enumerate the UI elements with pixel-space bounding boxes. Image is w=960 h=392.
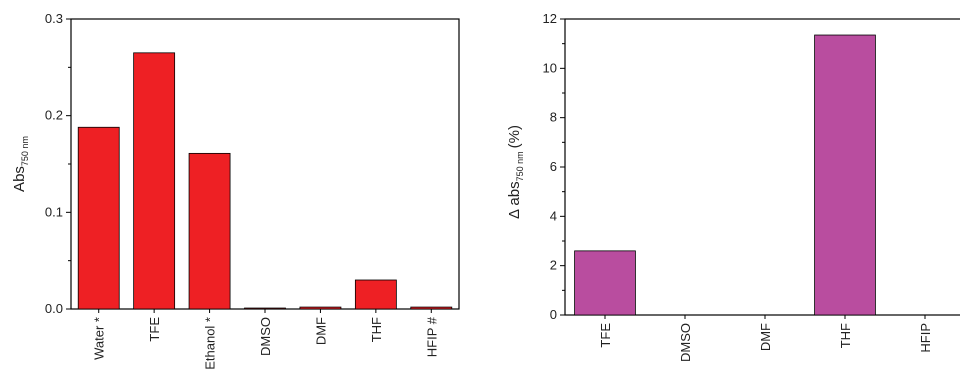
x-axis-left: Water * TFE Ethanol * DMSO DMF THF HFIP #: [92, 309, 439, 370]
x-axis-right: TFE DMSO DMF THF HFIP: [598, 315, 933, 362]
y-tick-label: 4: [550, 208, 557, 223]
y-axis-title-left: Abs750 nm: [11, 136, 30, 192]
bar: [188, 152, 231, 310]
y-tick-label: 0.0: [45, 301, 63, 316]
y-tick-label: 6: [550, 159, 557, 174]
y-axis-title-unit-right: (%): [506, 125, 523, 148]
x-tick-label: DMF: [758, 323, 773, 351]
plot-frame-left: [70, 18, 460, 310]
x-tick-label: HFIP #: [424, 316, 439, 357]
bar: [77, 126, 120, 310]
chart-right: 0 2 4 6 8 10 12 TFE DMSO DMF THF HFIP Δ abs750 nm (…: [506, 11, 960, 362]
y-tick-label: 0.1: [45, 204, 63, 219]
y-axis-title-sub-left: 750 nm: [20, 136, 30, 166]
x-tick-label: HFIP: [918, 323, 933, 353]
x-tick-label: Ethanol *: [203, 317, 218, 370]
bar: [299, 306, 342, 310]
y-tick-label: 8: [550, 110, 557, 125]
bars-left: [77, 52, 453, 310]
x-tick-label: THF: [838, 323, 853, 348]
x-tick-label: TFE: [147, 317, 162, 342]
bar: [574, 250, 636, 316]
bar: [354, 279, 397, 310]
x-tick-label: DMSO: [258, 317, 273, 356]
y-tick-label: 12: [543, 11, 557, 26]
y-axis-title-main-left: Abs: [11, 166, 28, 192]
y-tick-label: 10: [543, 60, 557, 75]
chart-left: 0.0 0.1 0.2 0.3 Water * TFE Ethanol * DMSO DMF T…: [11, 11, 460, 370]
y-tick-label: 0.2: [45, 108, 63, 123]
y-tick-label: 2: [550, 258, 557, 273]
y-axis-right: 0 2 4 6 8 10 12: [543, 11, 565, 322]
bar: [814, 34, 876, 316]
y-tick-label: 0.3: [45, 11, 63, 26]
x-tick-label: TFE: [598, 323, 613, 348]
y-axis-title-sub-right: 750 nm: [515, 151, 525, 181]
y-tick-label: 0: [550, 307, 557, 322]
x-tick-label: THF: [369, 317, 384, 342]
x-tick-label: DMF: [313, 317, 328, 345]
y-axis-left: 0.0 0.1 0.2 0.3: [45, 11, 71, 316]
y-axis-title-main-right: Δ abs: [506, 181, 523, 219]
bar: [410, 306, 453, 310]
bars-right: [574, 34, 876, 316]
x-tick-label: Water *: [92, 317, 107, 360]
bar: [244, 307, 286, 310]
y-axis-title-right: Δ abs750 nm (%): [506, 125, 525, 219]
x-tick-label: DMSO: [678, 323, 693, 362]
bar: [133, 52, 176, 310]
